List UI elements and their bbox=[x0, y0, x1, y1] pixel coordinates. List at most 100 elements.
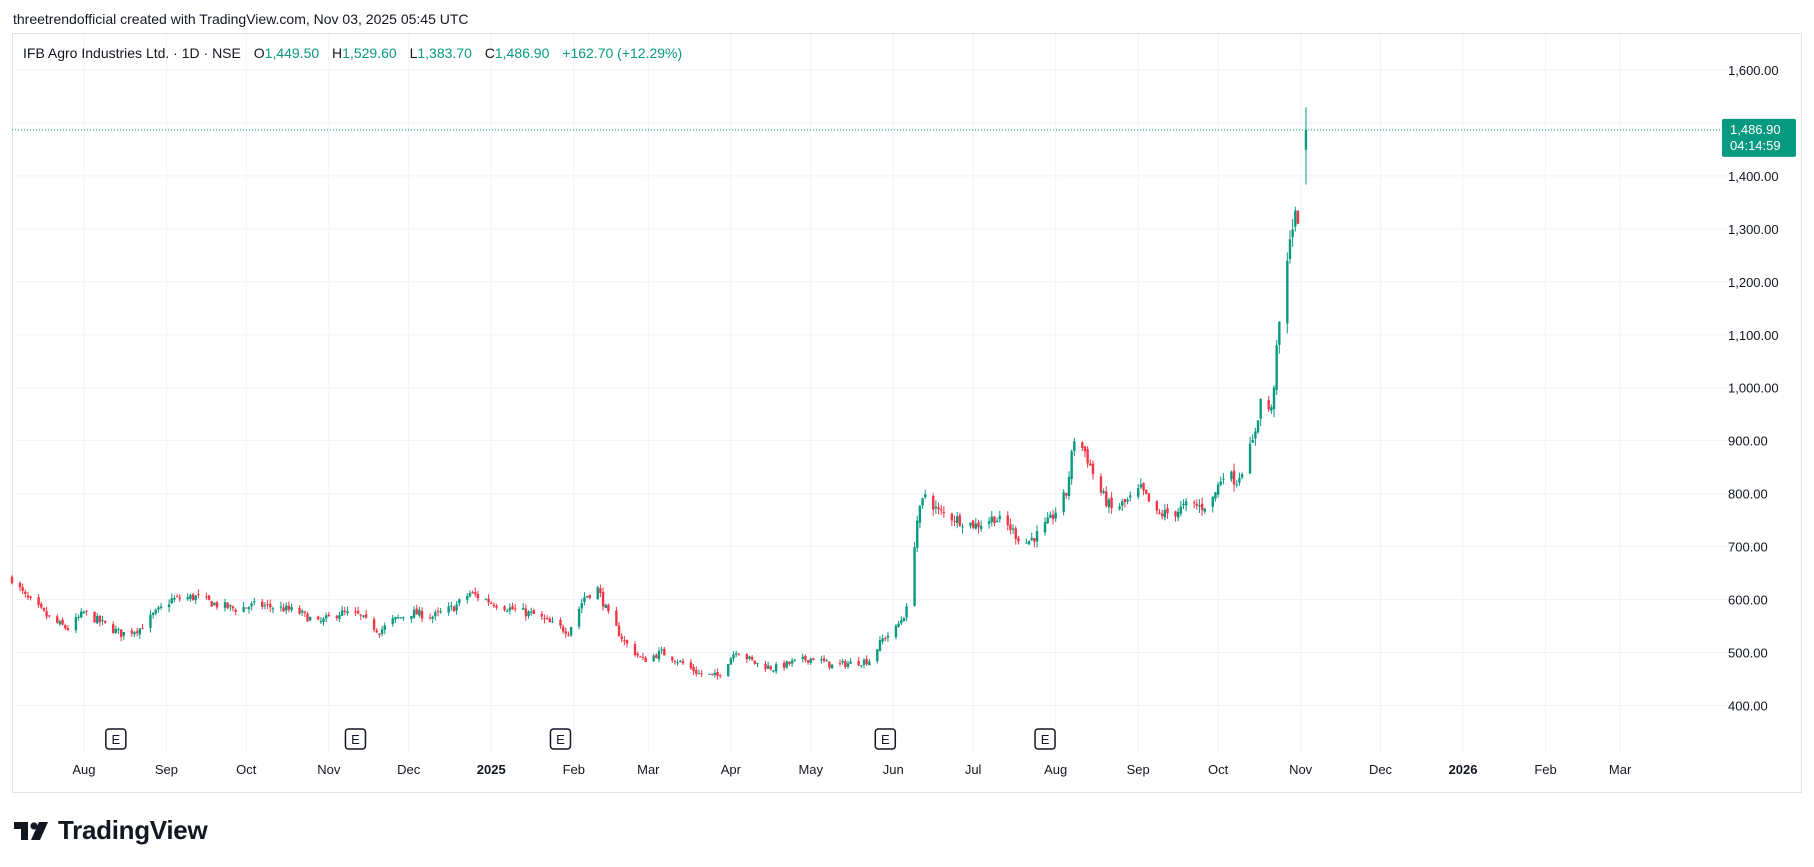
candle-body bbox=[436, 611, 440, 613]
earnings-marker[interactable]: E bbox=[874, 728, 897, 750]
candle-body bbox=[1011, 528, 1015, 530]
candle-body bbox=[1065, 493, 1068, 496]
candle-body bbox=[399, 617, 402, 619]
candle-body bbox=[135, 631, 139, 634]
candle-body bbox=[660, 649, 663, 651]
candle-body bbox=[1163, 510, 1167, 518]
candle-body bbox=[1014, 528, 1017, 539]
candle-body bbox=[1270, 407, 1273, 411]
symbol-description[interactable]: IFB Agro Industries Ltd. · 1D · NSE bbox=[23, 45, 241, 61]
candle-body bbox=[189, 595, 192, 599]
candle-body bbox=[607, 604, 610, 612]
candle-body bbox=[695, 670, 698, 674]
chart-pane[interactable] bbox=[12, 33, 1802, 793]
candle-body bbox=[979, 525, 983, 530]
candle-body bbox=[468, 592, 472, 597]
candle-body bbox=[916, 520, 919, 548]
earnings-marker[interactable]: E bbox=[344, 728, 367, 750]
candle-body bbox=[559, 620, 562, 626]
candle-body bbox=[639, 656, 642, 658]
candle-body bbox=[375, 630, 378, 633]
candle-body bbox=[1107, 499, 1111, 508]
symbol-legend[interactable]: IFB Agro Industries Ltd. · 1D · NSE O1,4… bbox=[23, 45, 682, 61]
candle-body bbox=[455, 604, 458, 611]
candle-body bbox=[194, 595, 197, 601]
candle-body bbox=[234, 609, 237, 612]
candle-body bbox=[492, 604, 496, 607]
candle-body bbox=[154, 609, 157, 614]
candle-body bbox=[862, 659, 866, 665]
candle-body bbox=[466, 595, 469, 600]
candle-body bbox=[788, 661, 791, 664]
candle-body bbox=[583, 597, 586, 603]
high-label: H bbox=[332, 45, 343, 61]
candle-body bbox=[673, 661, 677, 663]
candle-body bbox=[878, 640, 882, 651]
candle-body bbox=[569, 627, 573, 636]
candle-body bbox=[830, 664, 834, 669]
tradingview-logo[interactable]: TradingView bbox=[14, 815, 208, 846]
candle-body bbox=[1147, 493, 1151, 502]
candle-body bbox=[77, 616, 80, 618]
time-axis-label: Aug bbox=[72, 762, 95, 777]
candle-body bbox=[149, 614, 152, 628]
candle-body bbox=[434, 612, 437, 617]
candle-body bbox=[1155, 501, 1159, 511]
candle-body bbox=[793, 659, 796, 661]
earnings-marker[interactable]: E bbox=[105, 728, 127, 750]
candle-body bbox=[804, 656, 807, 661]
earnings-marker-box bbox=[549, 728, 572, 750]
candle-body bbox=[93, 611, 96, 623]
candle-body bbox=[1137, 488, 1140, 497]
candle-body bbox=[577, 608, 581, 627]
candles bbox=[10, 107, 1308, 680]
candle-body bbox=[1240, 474, 1244, 478]
price-axis-label: 700.00 bbox=[1728, 540, 1768, 555]
high-value: 1,529.60 bbox=[342, 45, 397, 61]
candle-body bbox=[101, 620, 104, 622]
candle-body bbox=[85, 610, 88, 612]
candle-body bbox=[80, 611, 83, 618]
candle-body bbox=[900, 620, 903, 624]
candle-body bbox=[1195, 503, 1198, 506]
earnings-marker[interactable]: E bbox=[549, 728, 572, 750]
time-axis-label: Dec bbox=[1369, 762, 1393, 777]
candle-body bbox=[1051, 514, 1055, 519]
price-axis: 400.00 500.00 600.00 700.00 800.00 900.00 1,00… bbox=[1728, 63, 1779, 713]
candle-body bbox=[95, 616, 99, 624]
candle-body bbox=[1214, 492, 1217, 499]
candle-body bbox=[942, 511, 946, 514]
candle-body bbox=[133, 632, 136, 635]
candle-body bbox=[484, 599, 488, 601]
candle-body bbox=[287, 605, 291, 610]
candle-body bbox=[418, 609, 421, 616]
candle-body bbox=[1062, 492, 1065, 512]
candle-body bbox=[319, 620, 323, 622]
earnings-marker[interactable]: E bbox=[1034, 728, 1056, 750]
candle-body bbox=[881, 638, 884, 642]
candle-body bbox=[1291, 229, 1294, 238]
candle-body bbox=[1272, 387, 1276, 409]
candle-body bbox=[529, 611, 533, 613]
candle-body bbox=[1256, 420, 1260, 433]
candle-body bbox=[521, 607, 525, 610]
chart-grid bbox=[12, 34, 1760, 752]
candle-body bbox=[1054, 512, 1057, 519]
candle-body bbox=[939, 509, 943, 511]
candle-body bbox=[1230, 471, 1233, 480]
candle-body bbox=[24, 591, 27, 594]
earnings-marker-label: E bbox=[112, 732, 121, 747]
candle-body bbox=[298, 607, 301, 614]
candle-body bbox=[1118, 506, 1121, 510]
candle-body bbox=[748, 656, 751, 659]
candle-body bbox=[301, 610, 304, 613]
candle-body bbox=[10, 576, 14, 584]
candle-body bbox=[1139, 484, 1143, 488]
candle-body bbox=[316, 616, 320, 620]
candle-body bbox=[1033, 538, 1036, 542]
candle-body bbox=[340, 610, 344, 616]
candle-body bbox=[620, 636, 623, 640]
price-axis-label: 1,200.00 bbox=[1728, 275, 1779, 290]
time-axis-label: Feb bbox=[1534, 762, 1556, 777]
